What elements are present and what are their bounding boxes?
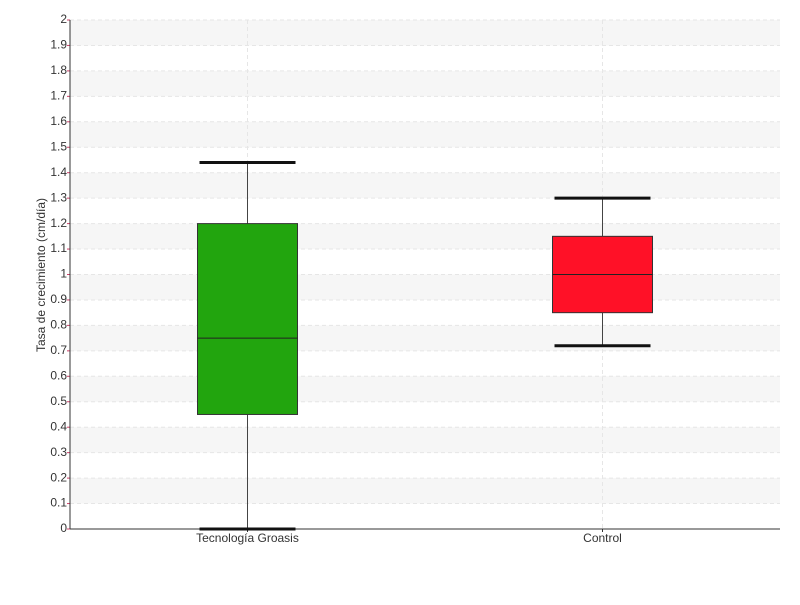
- grid-band: [70, 70, 780, 97]
- x-tick-label: Control: [583, 531, 622, 545]
- y-tick-label: 1.3: [50, 190, 67, 204]
- box: [197, 223, 298, 415]
- y-tick-label: 0.4: [50, 419, 67, 433]
- y-tick-label: 0.9: [50, 292, 67, 306]
- grid-band: [70, 427, 780, 453]
- grid-band: [70, 223, 780, 250]
- y-axis-label: Tasa de crecimiento (cm/día): [34, 198, 48, 352]
- y-tick-label: 1.8: [50, 63, 67, 77]
- y-tick-label: 0.1: [50, 496, 67, 510]
- y-tick-label: 0: [60, 521, 67, 535]
- y-tick-label: 1.2: [50, 216, 67, 230]
- y-tick-label: 1.7: [50, 89, 67, 103]
- grid-band: [70, 172, 780, 199]
- grid-band: [70, 274, 780, 300]
- y-tick-label: 0.3: [50, 445, 67, 459]
- y-tick-label: 0.5: [50, 394, 67, 408]
- grid-band: [70, 20, 780, 46]
- y-tick-label: 1.6: [50, 114, 67, 128]
- y-tick-label: 1.9: [50, 38, 67, 52]
- y-tick-label: 1.5: [50, 139, 67, 153]
- grid-band: [70, 376, 780, 402]
- y-tick-label: 0.6: [50, 368, 67, 382]
- x-tick-label: Tecnología Groasis: [196, 531, 299, 545]
- grid-band: [70, 478, 780, 504]
- y-tick-label: 0.8: [50, 318, 67, 332]
- grid-band: [70, 121, 780, 148]
- grid-band: [70, 325, 780, 351]
- y-tick-label: 2: [60, 12, 67, 26]
- y-tick-label: 0.7: [50, 343, 67, 357]
- y-tick-label: 1.1: [50, 241, 67, 255]
- y-tick-label: 1.4: [50, 165, 67, 179]
- y-tick-label: 0.2: [50, 470, 67, 484]
- y-tick-label: 1: [60, 267, 67, 281]
